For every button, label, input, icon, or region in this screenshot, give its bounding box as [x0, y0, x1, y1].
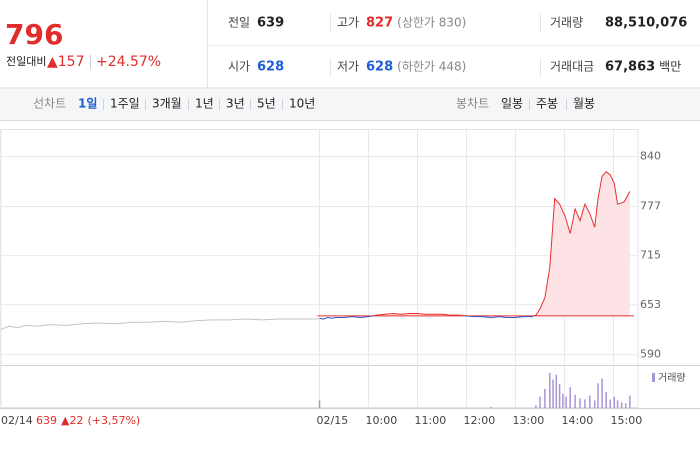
volume-bar — [625, 403, 627, 408]
volume-bar — [569, 387, 571, 408]
candle-chart-label: 봉차트 — [456, 97, 489, 111]
y-tick-label: 777 — [640, 200, 661, 213]
stat-label: 고가 — [337, 16, 359, 30]
volume-bar — [589, 395, 591, 408]
volume-bar — [562, 393, 564, 408]
candle-tab[interactable]: 일봉 — [501, 97, 523, 111]
volume-bar — [593, 400, 596, 408]
volume-bar — [597, 383, 599, 408]
volume-bar — [574, 394, 576, 408]
price-line-down — [319, 315, 536, 320]
stat-value: 628 — [366, 60, 393, 75]
stat-note: 백만 — [659, 60, 681, 74]
x-tick-label: 10:00 — [366, 414, 398, 427]
volume-bar — [552, 379, 554, 408]
period-tab[interactable]: 1일 — [78, 97, 97, 111]
stat-value: 88,510,076 — [605, 16, 687, 31]
x-tick-label: 14:00 — [562, 414, 594, 427]
stat-note: (하한가 448) — [397, 60, 466, 74]
y-tick-label: 590 — [640, 348, 661, 361]
change-amount: ▲157 — [47, 54, 85, 70]
period-tab[interactable]: 5년 — [257, 97, 276, 111]
volume-bar — [558, 384, 561, 408]
stat-label: 거래대금 — [550, 60, 594, 74]
price-line — [369, 171, 631, 316]
x-tick-label: 13:00 — [513, 414, 545, 427]
volume-bar — [629, 395, 631, 408]
volume-bar — [565, 396, 567, 408]
x-tick-label: 02/14 — [1, 414, 33, 427]
stat-label: 전일 — [228, 16, 250, 30]
candle-tab[interactable]: 주봉 — [536, 97, 558, 111]
x-tick-label: 02/15 — [317, 414, 349, 427]
y-tick-label: 653 — [640, 298, 661, 311]
volume-bar — [555, 374, 558, 408]
stat-note: (상한가 830) — [397, 16, 466, 30]
volume-bar — [605, 391, 607, 408]
volume-bar — [584, 399, 586, 408]
x-tick-label: 15:00 — [611, 414, 643, 427]
volume-bar — [535, 405, 537, 408]
stat-label: 저가 — [337, 60, 359, 74]
volume-bar — [579, 398, 581, 408]
stat-label: 거래량 — [550, 16, 583, 30]
volume-bar — [490, 407, 492, 408]
volume-bar — [601, 378, 603, 408]
volume-bar — [544, 389, 546, 408]
line-chart-label: 선차트 — [33, 97, 66, 111]
stat-label: 시가 — [228, 60, 250, 74]
change-label: 전일대비 — [6, 54, 46, 68]
volume-bar — [616, 400, 619, 408]
x-tick-label: 12:00 — [464, 414, 496, 427]
volume-bar — [613, 396, 616, 408]
price-line — [0, 318, 319, 330]
y-tick-label: 715 — [640, 249, 661, 262]
volume-bar — [609, 399, 611, 408]
change-percent: +24.57% — [96, 54, 161, 70]
candle-tab[interactable]: 월봉 — [573, 97, 595, 111]
period-tab[interactable]: 1주일 — [110, 97, 140, 111]
stat-value: 67,863 — [605, 60, 655, 75]
footer-change: ▲22 — [61, 414, 83, 427]
volume-bar — [539, 396, 541, 408]
current-price: 796 — [5, 18, 63, 51]
period-tab[interactable]: 10년 — [289, 97, 315, 111]
stat-value: 628 — [257, 60, 284, 75]
footer-change-pct: (+3,57%) — [87, 414, 140, 427]
stat-value: 639 — [257, 16, 284, 31]
tab-bar — [0, 89, 700, 120]
volume-bar — [318, 400, 321, 408]
volume-legend-swatch — [652, 373, 655, 382]
volume-bar — [620, 402, 623, 408]
volume-bar — [549, 372, 551, 408]
price-area — [319, 171, 630, 316]
stat-value: 827 — [366, 16, 393, 31]
x-tick-label: 11:00 — [415, 414, 447, 427]
footer-close: 639 — [36, 414, 57, 427]
period-tab[interactable]: 3개월 — [152, 97, 182, 111]
period-tab[interactable]: 1년 — [195, 97, 214, 111]
volume-legend: 거래량 — [658, 372, 686, 384]
y-tick-label: 840 — [640, 150, 661, 163]
period-tab[interactable]: 3년 — [226, 97, 245, 111]
